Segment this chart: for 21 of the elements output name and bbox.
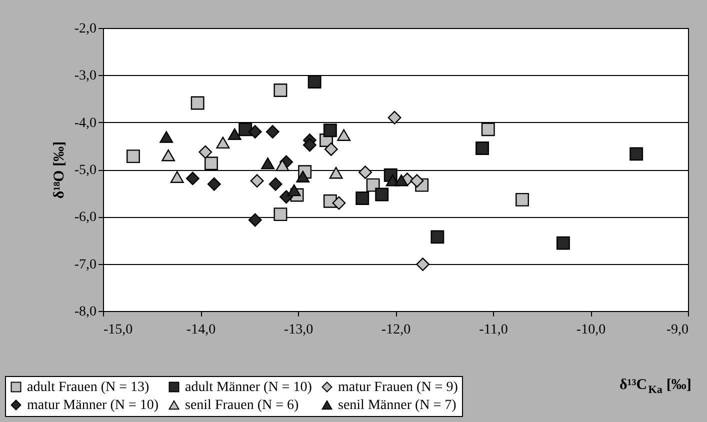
y-axis-title: δ¹⁸O [‰] <box>51 141 68 199</box>
y-tick-label: -2,0 <box>74 22 96 36</box>
legend-label: adult Männer (N = 10) <box>185 380 312 395</box>
legend-label: senil Männer (N = 7) <box>338 398 457 413</box>
x-tick-label: -13,0 <box>284 322 314 338</box>
legend-label: senil Frauen (N = 6) <box>185 398 299 413</box>
x-tick-label: -11,0 <box>479 322 508 338</box>
y-tick-label: -8,0 <box>74 304 96 320</box>
y-tick-label: -5,0 <box>74 163 96 178</box>
x-tick-label: -14,0 <box>186 322 216 338</box>
y-tick-label: -7,0 <box>74 257 96 272</box>
x-tick-label: -9,0 <box>666 322 688 338</box>
legend-label: adult Frauen (N = 13) <box>27 380 150 395</box>
y-tick-label: -6,0 <box>74 210 96 226</box>
legend-label: matur Männer (N = 10) <box>27 398 159 413</box>
x-tick-label: -15,0 <box>104 322 133 338</box>
x-tick-label: -10,0 <box>576 322 606 338</box>
y-tick-label: -4,0 <box>74 116 96 131</box>
y-tick-label: -3,0 <box>74 68 96 84</box>
x-tick-label: -12,0 <box>381 322 411 338</box>
legend-label: matur Frauen (N = 9) <box>338 380 458 395</box>
